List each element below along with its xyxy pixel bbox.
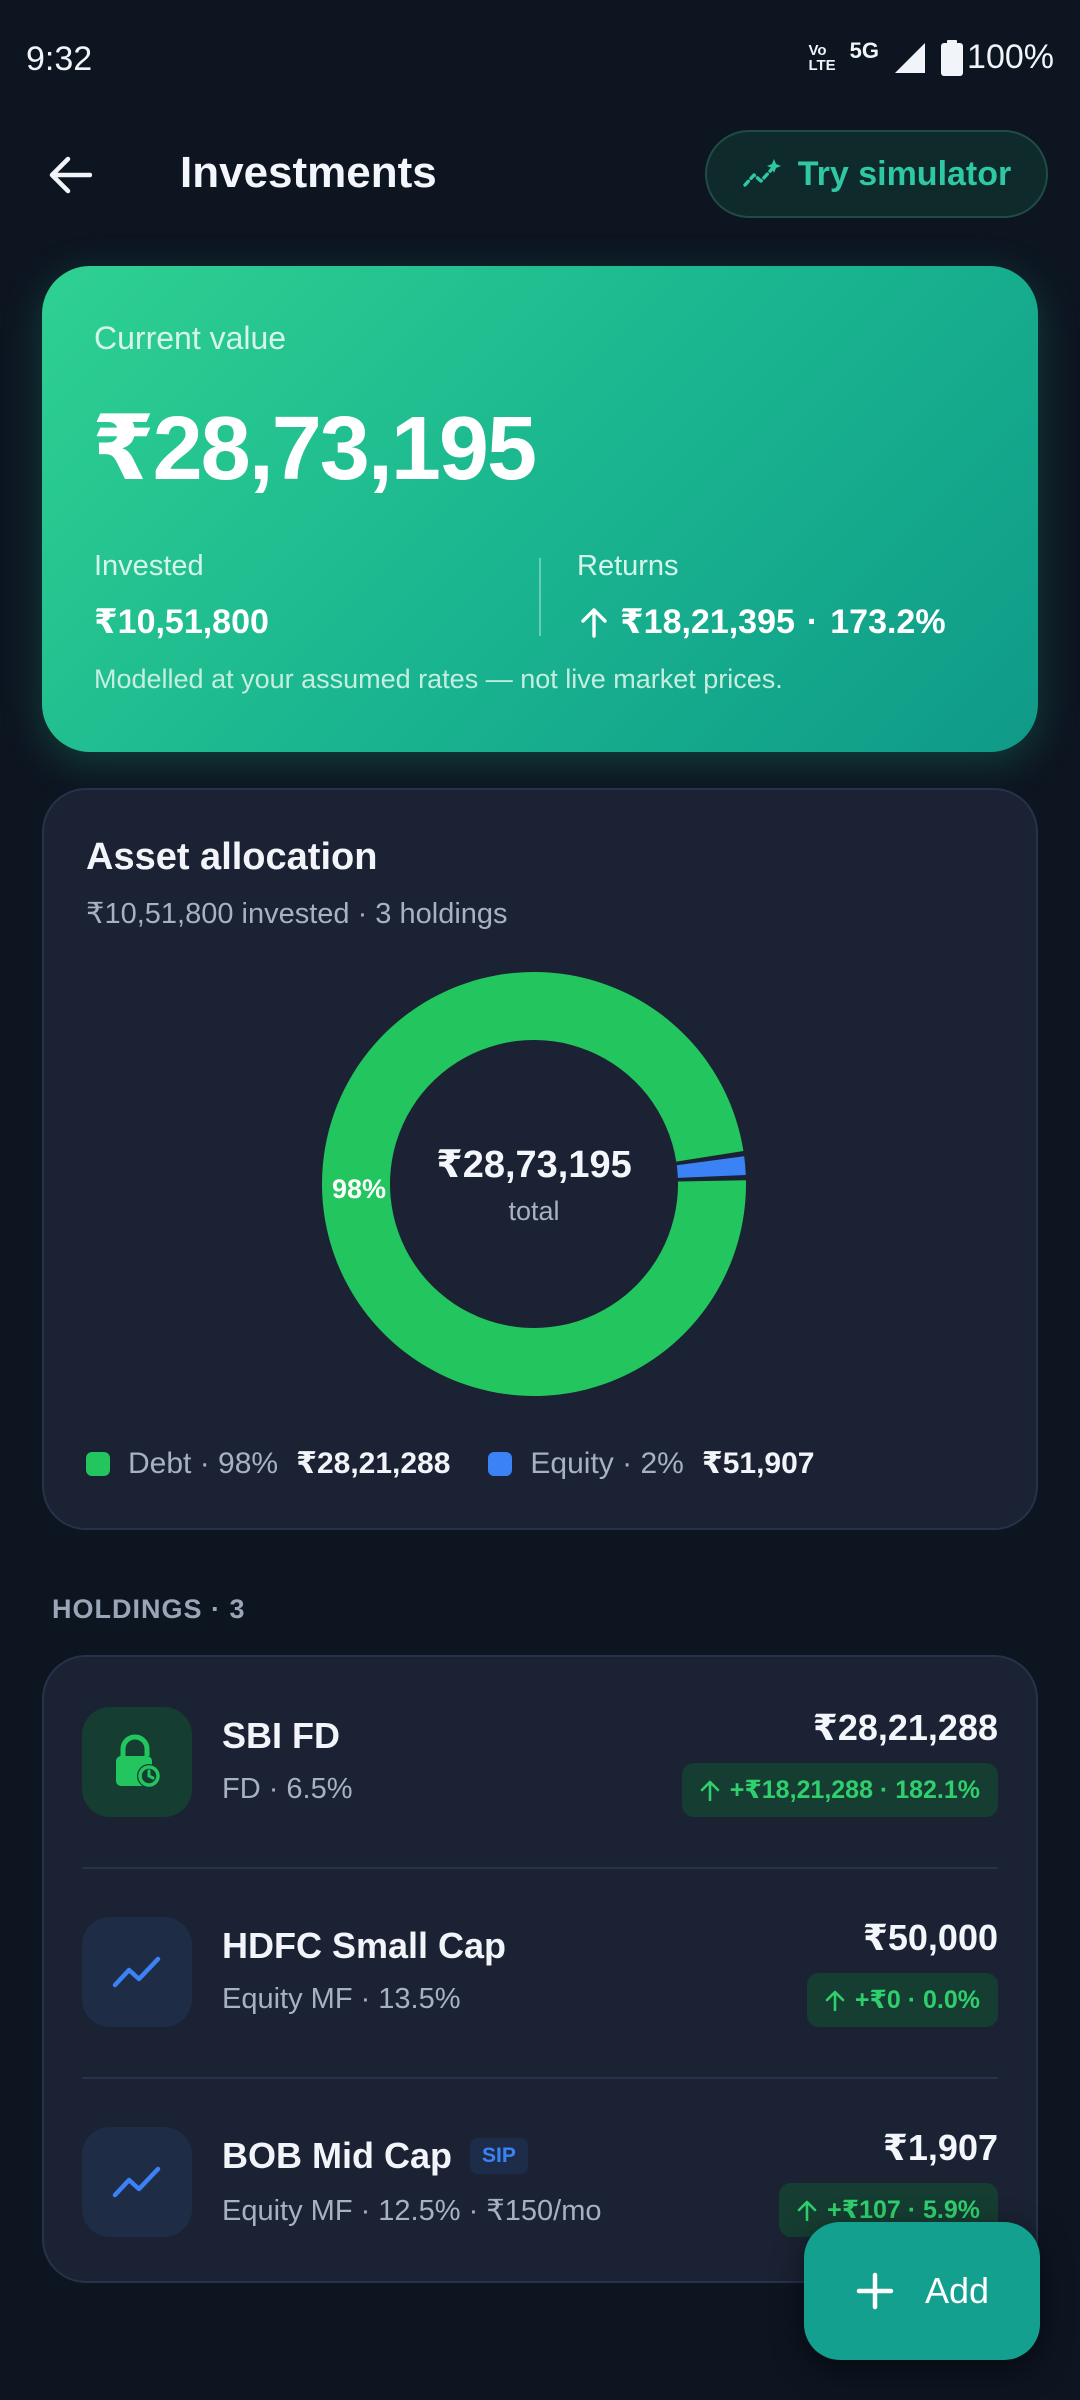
donut-chart: ₹28,73,195 total 98% xyxy=(314,964,754,1404)
debt-legend-amount: ₹28,21,288 xyxy=(296,1447,451,1480)
invested-label: Invested xyxy=(94,550,204,582)
allocation-title: Asset allocation xyxy=(86,836,378,878)
arrow-up-icon xyxy=(797,2200,817,2221)
holding-row-sbi-fd[interactable]: SBI FD FD · 6.5% ₹28,21,288 +₹18,21,288 … xyxy=(44,1657,1036,1867)
current-value: ₹28,73,195 xyxy=(92,399,537,499)
debt-slice-label: 98% xyxy=(332,1174,387,1204)
holding-details: Equity MF · 12.5% · ₹150/mo xyxy=(222,2195,602,2227)
holding-row-hdfc-small-cap[interactable]: HDFC Small Cap Equity MF · 13.5% ₹50,000… xyxy=(44,1867,1036,2077)
returns-separator: · xyxy=(806,602,819,641)
current-value-label: Current value xyxy=(94,320,287,356)
debt-legend-label: Debt · 98% xyxy=(128,1446,279,1480)
donut-svg xyxy=(321,971,746,1396)
current-value-card: Current value ₹28,73,195 Invested ₹10,51… xyxy=(42,266,1038,752)
donut-slice-debt xyxy=(321,971,746,1396)
arrow-up-icon xyxy=(581,608,607,638)
holding-value: ₹50,000 xyxy=(862,1917,998,1958)
holding-icon-tile xyxy=(82,1707,192,1817)
holding-return-badge: +₹0 · 0.0% xyxy=(806,1973,998,2027)
network-type: 5G xyxy=(849,37,880,63)
lock-clock-icon xyxy=(116,1734,161,1788)
holding-return-badge: +₹18,21,288 · 182.1% xyxy=(681,1763,998,1817)
sip-tag: SIP xyxy=(470,2138,528,2174)
disclaimer-note: Modelled at your assumed rates — not liv… xyxy=(94,664,783,694)
arrow-up-icon xyxy=(825,1990,845,2011)
battery-level: 100% xyxy=(967,38,1054,76)
battery-icon xyxy=(941,39,964,76)
allocation-subtitle: ₹10,51,800 invested · 3 holdings xyxy=(86,898,508,930)
holding-name: BOB Mid Cap SIP xyxy=(222,2135,528,2177)
holding-icon-tile xyxy=(82,1917,192,2027)
arrow-left-icon xyxy=(49,156,92,194)
row-divider xyxy=(82,1867,998,1869)
add-button[interactable]: Add xyxy=(804,2222,1040,2360)
holding-details: FD · 6.5% xyxy=(222,1773,353,1805)
returns-label: Returns xyxy=(577,550,679,582)
volte-icon: Vo LTE xyxy=(808,41,836,74)
status-icons: Vo LTE 5G 100% xyxy=(808,38,1054,77)
equity-legend-swatch xyxy=(488,1451,513,1476)
page-title: Investments xyxy=(180,148,437,197)
holding-row-bob-mid-cap[interactable]: BOB Mid Cap SIP Equity MF · 12.5% · ₹150… xyxy=(44,2077,1036,2287)
add-button-label: Add xyxy=(924,2270,990,2311)
sparkle-chart-icon xyxy=(743,159,781,187)
summary-divider xyxy=(539,558,541,636)
holding-details: Equity MF · 13.5% xyxy=(222,1983,461,2015)
holdings-list: SBI FD FD · 6.5% ₹28,21,288 +₹18,21,288 … xyxy=(42,1655,1038,2283)
holding-value: ₹28,21,288 xyxy=(812,1707,998,1748)
signal-icon xyxy=(895,42,926,73)
row-divider xyxy=(82,2077,998,2079)
trending-up-icon xyxy=(112,1956,161,1988)
holding-icon-tile xyxy=(82,2127,192,2237)
donut-slice-equity xyxy=(676,1156,746,1178)
try-simulator-button[interactable]: Try simulator xyxy=(705,130,1048,218)
returns-value: ₹18,21,395 xyxy=(620,603,795,641)
status-time: 9:32 xyxy=(26,40,93,78)
returns-row: ₹18,21,395 · 173.2% xyxy=(580,602,946,642)
arrow-up-icon xyxy=(700,1780,720,1801)
donut-center-value: ₹28,73,195 xyxy=(436,1144,632,1186)
holding-value: ₹1,907 xyxy=(882,2127,998,2168)
allocation-legend: Debt · 98% ₹28,21,288 Equity · 2% ₹51,90… xyxy=(86,1446,852,1481)
returns-percent: 173.2% xyxy=(830,602,946,641)
holding-return-badge: +₹107 · 5.9% xyxy=(779,2183,998,2237)
trending-up-icon xyxy=(112,2166,161,2198)
invested-value: ₹10,51,800 xyxy=(94,603,269,641)
equity-legend-label: Equity · 2% xyxy=(530,1446,684,1480)
donut-center-label: total xyxy=(508,1196,560,1226)
plus-icon xyxy=(856,2272,894,2310)
holding-name: SBI FD xyxy=(222,1715,341,1756)
holdings-header: HOLDINGS · 3 xyxy=(52,1594,246,1624)
equity-legend-amount: ₹51,907 xyxy=(701,1447,815,1480)
back-button[interactable] xyxy=(40,145,100,205)
debt-legend-swatch xyxy=(86,1451,110,1476)
holding-name: HDFC Small Cap xyxy=(222,1925,507,1966)
try-simulator-label: Try simulator xyxy=(797,154,1012,193)
asset-allocation-card: Asset allocation ₹10,51,800 invested · 3… xyxy=(42,788,1038,1530)
